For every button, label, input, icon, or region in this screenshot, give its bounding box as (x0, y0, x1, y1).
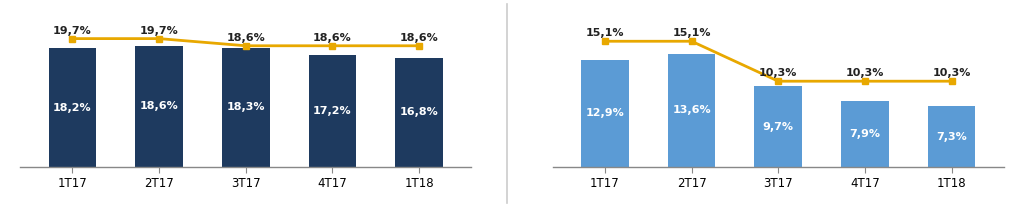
Text: 7,9%: 7,9% (849, 129, 881, 139)
Bar (222, 48, 269, 167)
Text: 10,3%: 10,3% (759, 68, 798, 78)
Bar (395, 58, 443, 167)
Bar (928, 106, 975, 167)
Text: 18,6%: 18,6% (139, 101, 178, 111)
Text: 9,7%: 9,7% (763, 122, 794, 132)
Bar (308, 55, 356, 167)
Text: 12,9%: 12,9% (586, 108, 625, 118)
Text: 18,6%: 18,6% (399, 33, 438, 43)
Text: 13,6%: 13,6% (673, 105, 711, 115)
Bar (49, 48, 96, 167)
Text: 18,3%: 18,3% (226, 102, 265, 112)
Text: 15,1%: 15,1% (586, 28, 625, 38)
Bar (841, 101, 889, 167)
Text: 7,3%: 7,3% (936, 132, 967, 141)
Text: 15,1%: 15,1% (673, 28, 711, 38)
Bar (668, 54, 716, 167)
Text: 18,6%: 18,6% (313, 33, 352, 43)
Bar (582, 59, 629, 167)
Text: 17,2%: 17,2% (313, 106, 351, 116)
Text: 19,7%: 19,7% (139, 26, 178, 36)
Text: 18,2%: 18,2% (53, 103, 92, 113)
Text: 10,3%: 10,3% (932, 68, 971, 78)
Text: 16,8%: 16,8% (399, 107, 438, 117)
Bar (755, 86, 802, 167)
Text: 19,7%: 19,7% (53, 26, 92, 36)
Text: 10,3%: 10,3% (846, 68, 884, 78)
Bar (135, 46, 183, 167)
Text: 18,6%: 18,6% (226, 33, 265, 43)
